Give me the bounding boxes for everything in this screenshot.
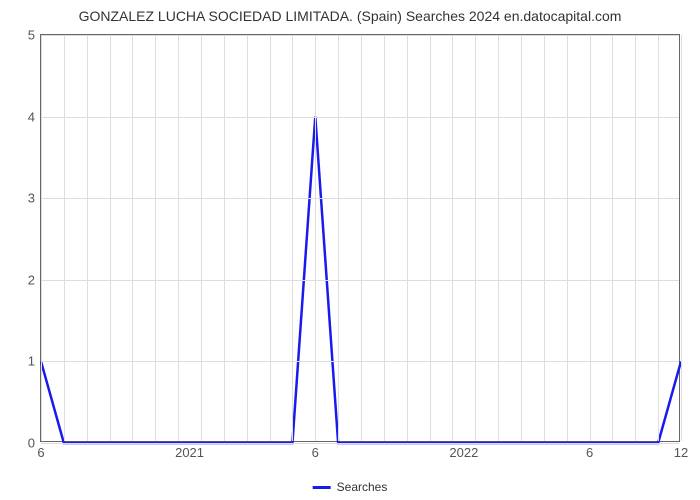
- legend-label: Searches: [337, 480, 388, 494]
- grid-line-v: [475, 35, 476, 441]
- grid-line-v: [658, 35, 659, 441]
- grid-line-v: [544, 35, 545, 441]
- grid-line-v: [110, 35, 111, 441]
- grid-line-v: [64, 35, 65, 441]
- grid-line-v: [361, 35, 362, 441]
- grid-line-v: [407, 35, 408, 441]
- grid-line-v: [567, 35, 568, 441]
- grid-line-v: [224, 35, 225, 441]
- grid-line-v: [635, 35, 636, 441]
- plot-area: 0123456202162022612: [40, 34, 680, 442]
- grid-line-h: [41, 280, 679, 281]
- grid-line-v: [590, 35, 591, 441]
- grid-line-v: [155, 35, 156, 441]
- y-tick-label: 4: [28, 109, 35, 124]
- grid-line-v: [247, 35, 248, 441]
- x-tick-label: 6: [312, 445, 319, 460]
- grid-line-v: [681, 35, 682, 441]
- chart-title: GONZALEZ LUCHA SOCIEDAD LIMITADA. (Spain…: [0, 0, 700, 24]
- grid-line-h: [41, 35, 679, 36]
- grid-line-v: [178, 35, 179, 441]
- grid-line-v: [430, 35, 431, 441]
- y-tick-label: 0: [28, 436, 35, 451]
- grid-line-v: [270, 35, 271, 441]
- grid-line-v: [498, 35, 499, 441]
- grid-line-v: [41, 35, 42, 441]
- x-tick-label: 6: [37, 445, 44, 460]
- grid-line-v: [452, 35, 453, 441]
- grid-line-v: [292, 35, 293, 441]
- grid-line-v: [612, 35, 613, 441]
- grid-line-v: [521, 35, 522, 441]
- grid-line-v: [338, 35, 339, 441]
- legend-swatch: [313, 486, 331, 489]
- y-tick-label: 3: [28, 191, 35, 206]
- x-tick-label: 2022: [449, 445, 478, 460]
- grid-line-v: [87, 35, 88, 441]
- y-tick-label: 2: [28, 272, 35, 287]
- legend: Searches: [313, 480, 388, 494]
- y-tick-label: 1: [28, 354, 35, 369]
- grid-line-v: [132, 35, 133, 441]
- grid-line-v: [315, 35, 316, 441]
- grid-line-v: [201, 35, 202, 441]
- grid-line-h: [41, 443, 679, 444]
- grid-line-h: [41, 361, 679, 362]
- grid-line-h: [41, 198, 679, 199]
- x-tick-label: 6: [586, 445, 593, 460]
- y-tick-label: 5: [28, 28, 35, 43]
- x-tick-label: 2021: [175, 445, 204, 460]
- x-tick-label: 12: [674, 445, 688, 460]
- grid-line-v: [384, 35, 385, 441]
- grid-line-h: [41, 117, 679, 118]
